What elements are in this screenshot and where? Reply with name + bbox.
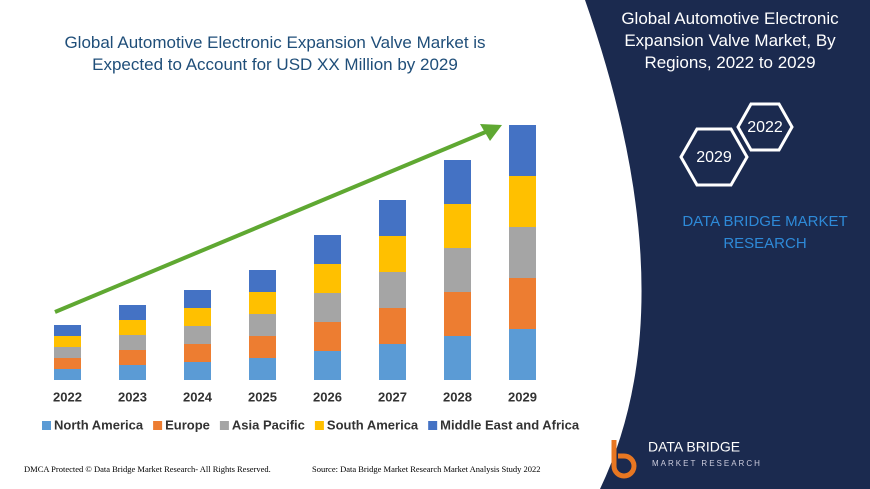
bar-segment xyxy=(184,308,211,326)
bar-segment xyxy=(184,362,211,380)
bar-segment xyxy=(54,347,81,358)
bar-segment xyxy=(509,176,536,227)
arrow-head xyxy=(480,124,502,141)
legend-label: Middle East and Africa xyxy=(440,417,580,432)
bar-segment xyxy=(54,358,81,369)
legend-label: Asia Pacific xyxy=(232,417,305,432)
legend-label: Europe xyxy=(165,417,210,432)
bar-segment xyxy=(444,248,471,292)
bar-segment xyxy=(379,236,406,272)
bar-segment xyxy=(119,365,146,380)
bar-segment xyxy=(119,320,146,335)
x-tick-label: 2023 xyxy=(118,389,147,404)
bar-segment xyxy=(314,235,341,264)
bar-segment xyxy=(249,336,276,358)
x-tick-label: 2027 xyxy=(378,389,407,404)
bar-segment xyxy=(509,125,536,176)
bar-segment xyxy=(54,369,81,380)
bar-segment xyxy=(119,305,146,320)
logo-sub: MARKET RESEARCH xyxy=(652,459,762,468)
bar-segment xyxy=(379,272,406,308)
bar-segment xyxy=(249,314,276,336)
x-tick-label: 2026 xyxy=(313,389,342,404)
bar-segment xyxy=(54,336,81,347)
bar-segment xyxy=(184,344,211,362)
bar-segment xyxy=(509,278,536,329)
footer-right: Source: Data Bridge Market Research Mark… xyxy=(312,464,541,474)
x-tick-label: 2024 xyxy=(183,389,213,404)
bar-segment xyxy=(249,358,276,380)
bar-segment xyxy=(54,325,81,336)
hexagon xyxy=(736,102,794,152)
bar-segment xyxy=(249,270,276,292)
bar-segment xyxy=(249,292,276,314)
panel-title: Global Automotive Electronic Expansion V… xyxy=(621,9,839,72)
logo-name: DATA BRIDGE xyxy=(648,439,740,455)
bar-segment xyxy=(379,308,406,344)
brand: DATA BRIDGE MARKET RESEARCH xyxy=(682,213,848,252)
legend-swatch xyxy=(42,421,51,430)
bar-segment xyxy=(184,290,211,308)
bar-segment xyxy=(314,322,341,351)
x-tick-label: 2025 xyxy=(248,389,277,404)
x-tick-label: 2028 xyxy=(443,389,472,404)
bar-segment xyxy=(509,329,536,380)
legend-swatch xyxy=(428,421,438,430)
bar-segment xyxy=(184,326,211,344)
bar-segment xyxy=(444,336,471,380)
bar-segment xyxy=(444,160,471,204)
bar-segment xyxy=(379,200,406,236)
legend-label: North America xyxy=(54,417,144,432)
chart-title: Global Automotive Electronic Expansion V… xyxy=(64,33,486,74)
bar-segment xyxy=(314,293,341,322)
bar-segment xyxy=(119,350,146,365)
legend-label: South America xyxy=(327,417,419,432)
legend-swatch xyxy=(219,421,229,430)
footer-left: DMCA Protected © Data Bridge Market Rese… xyxy=(24,464,271,474)
bar-segment xyxy=(444,204,471,248)
trend-arrow xyxy=(54,129,489,314)
bar-segment xyxy=(314,351,341,380)
side-panel xyxy=(585,0,870,489)
hex-label: 2022 xyxy=(747,119,783,136)
bar-segment xyxy=(444,292,471,336)
x-tick-label: 2022 xyxy=(53,389,82,404)
bar-segment xyxy=(119,335,146,350)
legend-swatch xyxy=(314,421,324,430)
hex-label: 2029 xyxy=(696,149,732,166)
logo-icon xyxy=(611,440,637,479)
x-tick-label: 2029 xyxy=(508,389,537,404)
legend-swatch xyxy=(153,421,163,430)
bar-segment xyxy=(314,264,341,293)
hexagon xyxy=(679,127,749,187)
bar-segment xyxy=(379,344,406,380)
bar-segment xyxy=(509,227,536,278)
